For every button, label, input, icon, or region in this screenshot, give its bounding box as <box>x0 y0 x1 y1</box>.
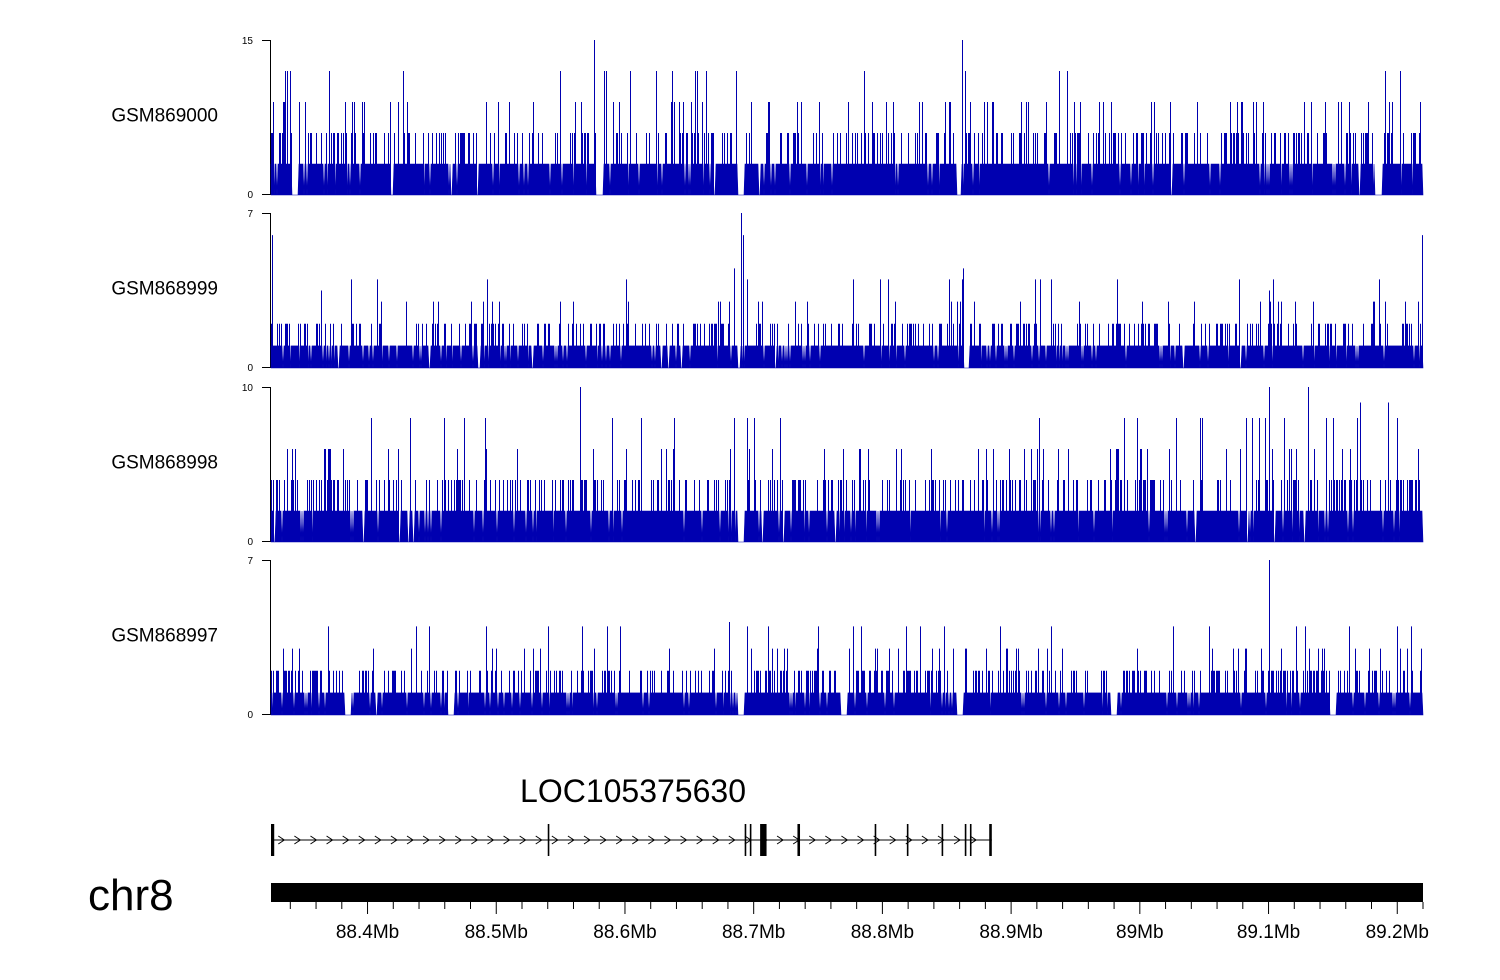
axis-tick-label: 88.4Mb <box>336 922 399 943</box>
exon <box>964 824 967 856</box>
coverage-tracks: GSM869000150GSM86899970GSM868998100GSM86… <box>111 36 1424 721</box>
strand-arrow <box>487 835 495 845</box>
exon <box>271 824 275 856</box>
strand-arrow <box>808 835 817 845</box>
strand-arrow <box>889 835 897 845</box>
chromosome-label: chr8 <box>88 871 174 920</box>
axis-tick-label: 89Mb <box>1116 922 1164 943</box>
strand-arrow <box>503 835 511 845</box>
exon <box>969 824 972 856</box>
exon <box>989 824 992 856</box>
strand-arrow <box>390 835 398 845</box>
track-GSM868999: GSM868999 7 0 <box>111 209 1424 374</box>
coverage-spikes <box>271 387 1420 542</box>
coverage-spikes <box>271 560 1422 715</box>
exon <box>941 824 944 856</box>
strand-arrow <box>374 835 382 845</box>
strand-arrow <box>728 835 736 845</box>
y-tick-label-min: 0 <box>247 363 253 374</box>
strand-arrow <box>631 835 640 845</box>
track-label: GSM869000 <box>111 106 218 127</box>
exon <box>547 824 550 856</box>
gene-name-label: LOC105375630 <box>520 773 746 809</box>
y-tick-label-min: 0 <box>247 710 253 721</box>
strand-arrow <box>825 835 833 845</box>
strand-arrow <box>583 835 591 845</box>
exon <box>760 824 767 856</box>
strand-arrow <box>680 835 688 845</box>
strand-arrow <box>278 835 286 845</box>
strand-arrow <box>969 835 978 845</box>
strand-arrow <box>599 835 607 845</box>
strand-arrow <box>841 835 849 845</box>
exon <box>874 824 877 856</box>
strand-arrow <box>615 835 624 845</box>
chromosome-axis: chr8 88.4Mb 88.5Mb 88.6Mb 88.7Mb 88.8Mb 88.9M… <box>88 871 1429 943</box>
strand-arrow <box>406 835 414 845</box>
exon <box>906 824 909 856</box>
chromosome-bar <box>271 883 1423 902</box>
strand-arrow <box>937 835 945 845</box>
axis-tick-label: 88.7Mb <box>722 922 785 943</box>
axis-tick-label: 88.5Mb <box>465 922 528 943</box>
track-GSM868998: GSM868998 10 0 <box>111 383 1424 548</box>
strand-arrow <box>776 835 784 845</box>
track-GSM868997: GSM868997 7 0 <box>111 556 1424 721</box>
strand-arrow <box>455 835 463 845</box>
strand-arrow <box>422 835 431 845</box>
strand-arrow <box>648 835 656 845</box>
strand-arrow <box>471 835 479 845</box>
strand-arrow <box>535 835 543 845</box>
y-tick-label-max: 15 <box>242 36 254 47</box>
strand-arrow <box>953 835 961 845</box>
y-tick-label-min: 0 <box>247 190 253 201</box>
coverage-spikes <box>271 40 1421 195</box>
strand-arrow <box>294 835 302 845</box>
axis-tick-label: 88.8Mb <box>851 922 914 943</box>
axis-tick-label: 89.2Mb <box>1366 922 1429 943</box>
exon <box>797 824 801 856</box>
strand-arrow <box>696 835 704 845</box>
strand-arrow <box>342 835 350 845</box>
strand-arrow <box>857 835 865 845</box>
exon <box>749 824 752 856</box>
strand-arrow <box>921 835 929 845</box>
strand-arrow <box>551 835 559 845</box>
y-tick-label-max: 10 <box>242 383 254 394</box>
strand-arrow <box>567 835 575 845</box>
track-label: GSM868999 <box>111 279 218 300</box>
strand-arrow <box>326 835 334 845</box>
strand-arrow <box>519 835 527 845</box>
strand-arrow <box>310 835 318 845</box>
strand-arrow <box>438 835 447 845</box>
gene-track: LOC105375630 <box>271 773 992 856</box>
y-tick-label-max: 7 <box>247 209 253 220</box>
y-tick-label-max: 7 <box>247 556 253 567</box>
track-GSM869000: GSM869000 15 0 <box>111 36 1424 201</box>
strand-arrow <box>664 835 672 845</box>
exon <box>744 824 747 856</box>
axis-tick-label: 88.6Mb <box>593 922 656 943</box>
y-tick-label-min: 0 <box>247 537 253 548</box>
strand-arrow <box>712 835 720 845</box>
track-label: GSM868998 <box>111 453 218 474</box>
axis-tick-label: 89.1Mb <box>1237 922 1300 943</box>
strand-arrow <box>358 835 366 845</box>
track-label: GSM868997 <box>111 626 218 647</box>
axis-tick-label: 88.9Mb <box>979 922 1042 943</box>
coverage-spikes <box>271 213 1423 368</box>
